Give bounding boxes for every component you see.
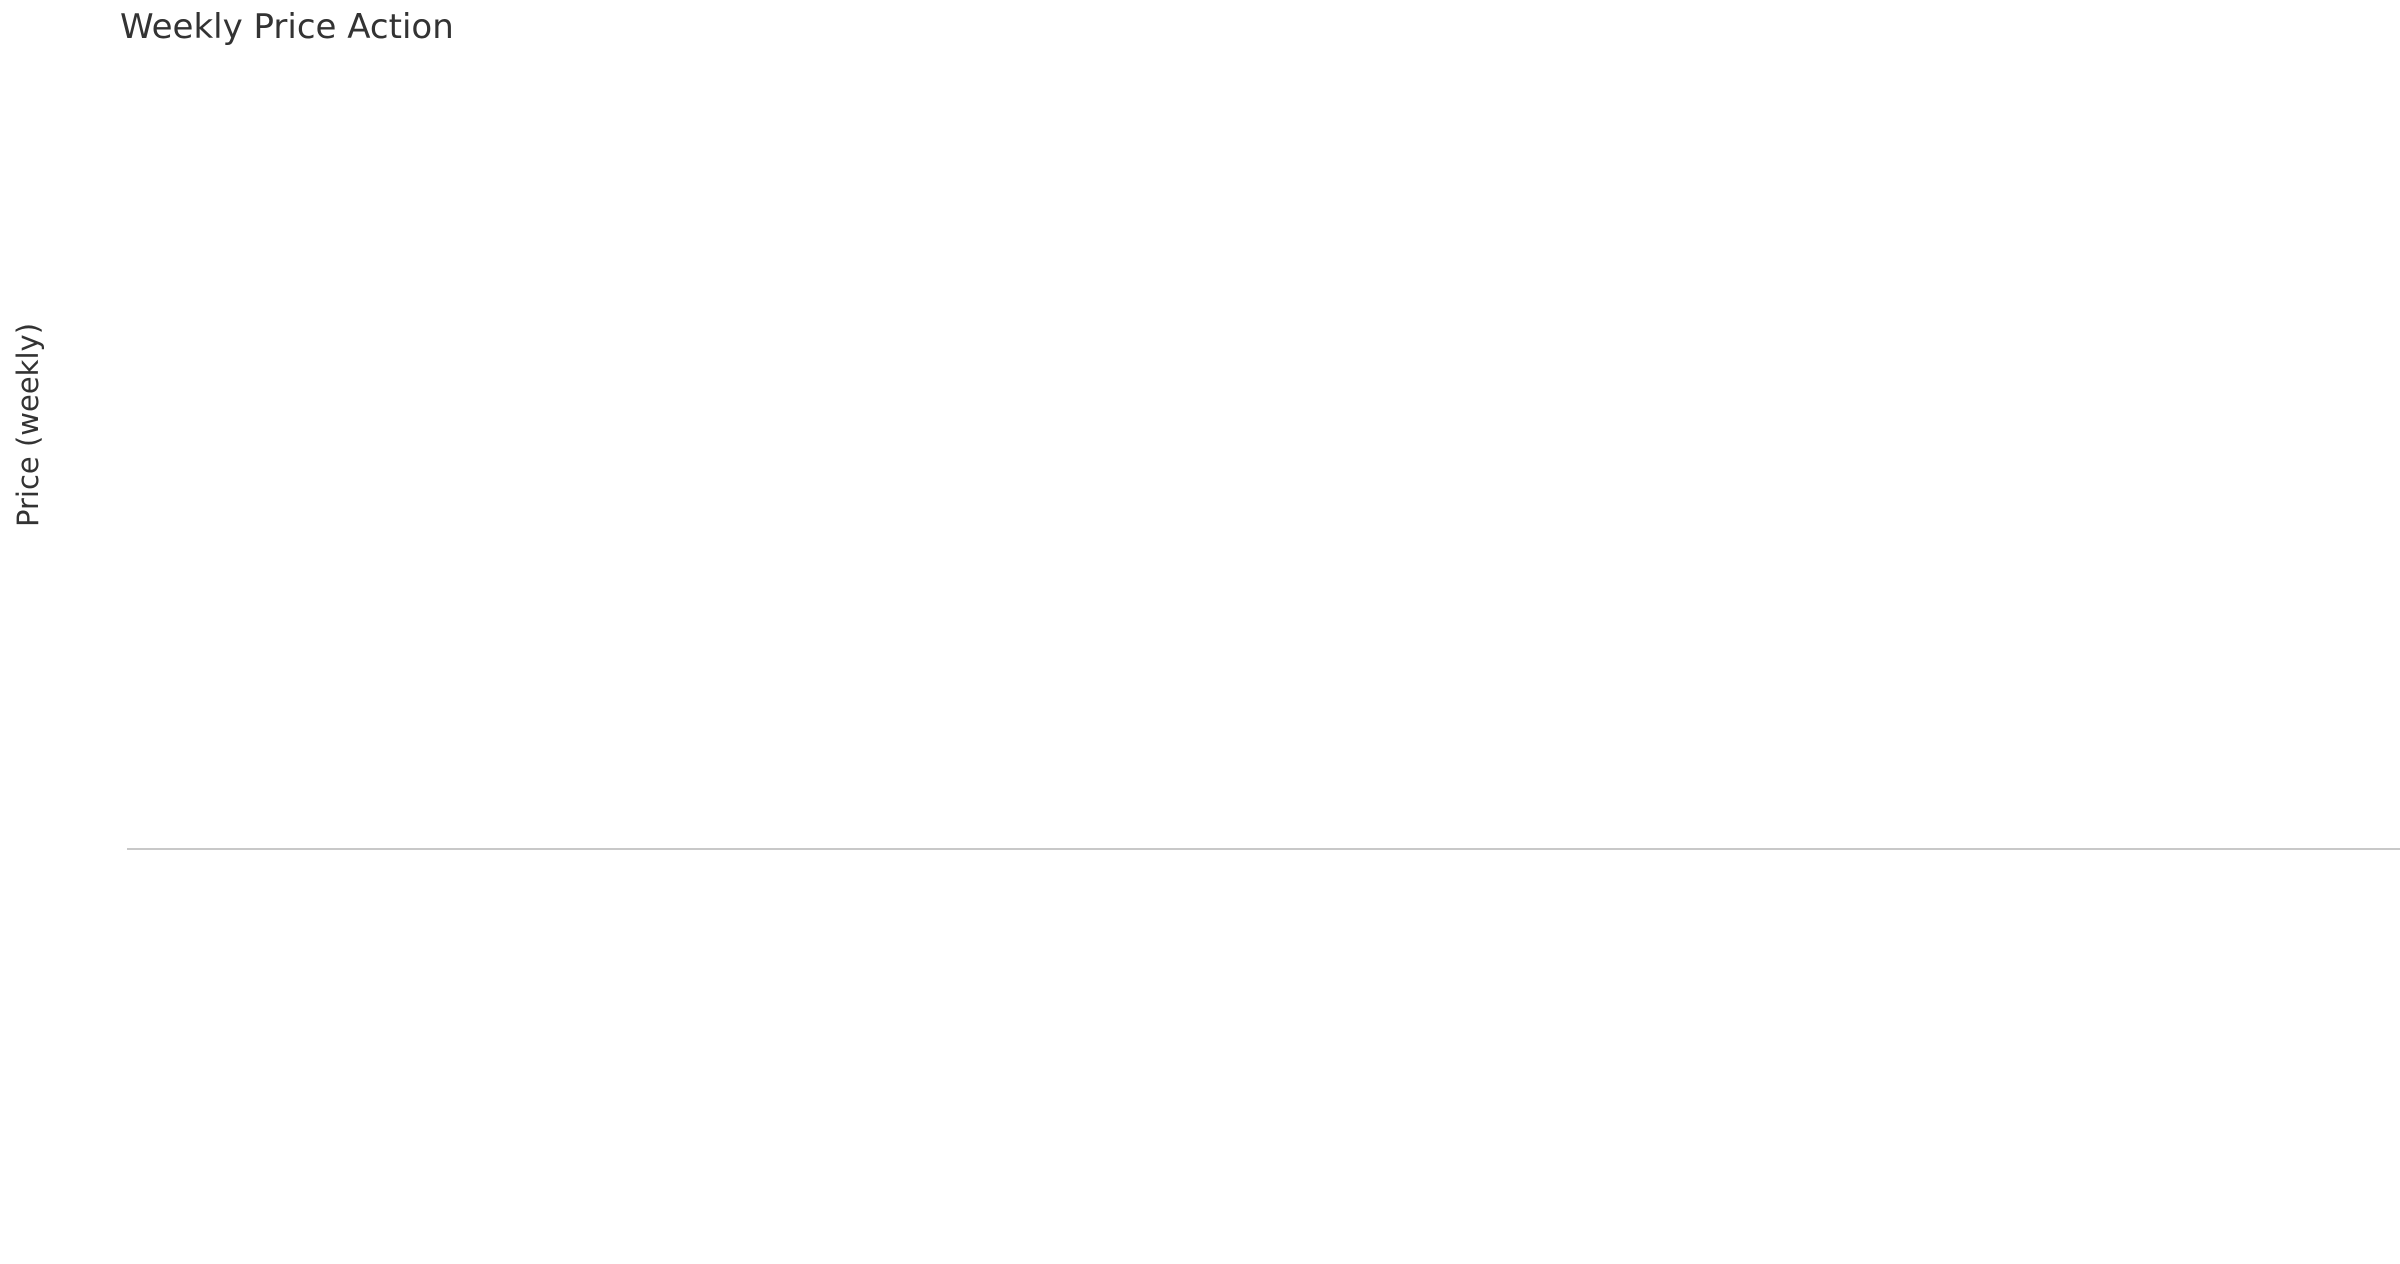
chart-title: Weekly Price Action [120, 7, 454, 47]
y-axis-title: Price (weekly) [11, 323, 45, 527]
